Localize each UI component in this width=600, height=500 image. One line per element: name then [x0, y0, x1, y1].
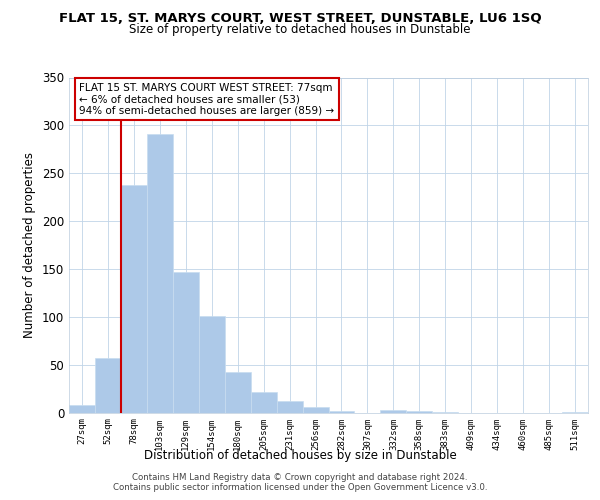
Text: FLAT 15 ST. MARYS COURT WEST STREET: 77sqm
← 6% of detached houses are smaller (: FLAT 15 ST. MARYS COURT WEST STREET: 77s… — [79, 82, 335, 116]
Text: Contains HM Land Registry data © Crown copyright and database right 2024.
Contai: Contains HM Land Registry data © Crown c… — [113, 473, 487, 492]
Bar — [69, 405, 95, 412]
Bar — [121, 184, 147, 412]
Bar — [406, 410, 432, 412]
Bar — [95, 358, 121, 412]
Bar — [147, 134, 173, 412]
Bar — [329, 410, 355, 412]
Y-axis label: Number of detached properties: Number of detached properties — [23, 152, 37, 338]
Bar — [302, 407, 329, 412]
Bar — [199, 316, 224, 412]
Text: FLAT 15, ST. MARYS COURT, WEST STREET, DUNSTABLE, LU6 1SQ: FLAT 15, ST. MARYS COURT, WEST STREET, D… — [59, 12, 541, 26]
Bar — [380, 410, 406, 412]
Bar — [173, 272, 199, 412]
Text: Distribution of detached houses by size in Dunstable: Distribution of detached houses by size … — [143, 448, 457, 462]
Bar — [225, 372, 251, 412]
Text: Size of property relative to detached houses in Dunstable: Size of property relative to detached ho… — [129, 22, 471, 36]
Bar — [277, 401, 302, 412]
Bar — [251, 392, 277, 412]
